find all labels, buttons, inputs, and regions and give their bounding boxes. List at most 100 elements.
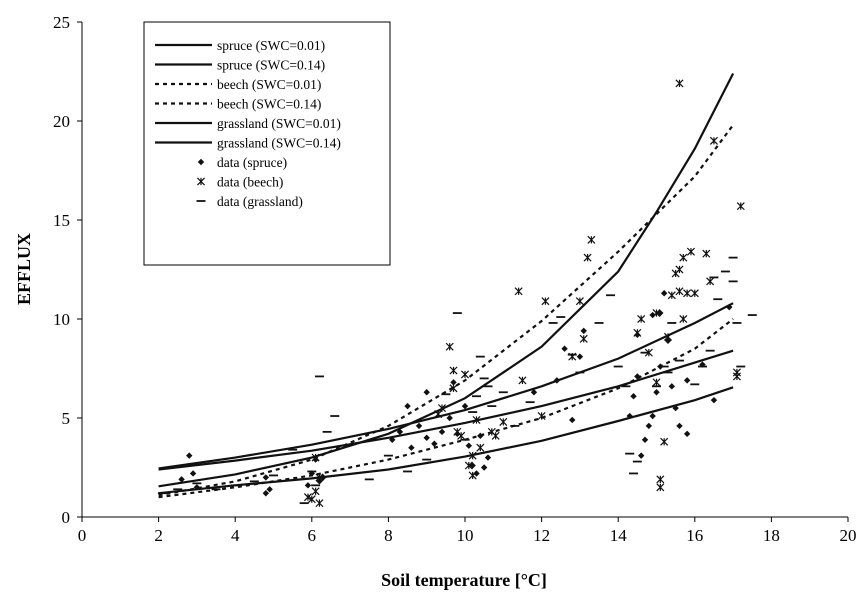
x-tick-label: 4: [231, 526, 240, 545]
x-tick-label: 16: [686, 526, 703, 545]
x-tick-label: 12: [533, 526, 550, 545]
data-point-spruce: [431, 440, 438, 447]
data-point-spruce: [480, 464, 488, 471]
data-point-spruce: [197, 158, 205, 166]
data-point-spruce: [396, 428, 404, 436]
axes: 0 2 4 6 8 10 12 14 16 18 20 0 5 10 15 20 25: [53, 13, 857, 545]
data-point-spruce: [262, 490, 270, 497]
data-point-beech: [675, 79, 684, 88]
y-axis-title: EFFLUX: [14, 233, 34, 305]
data-point-spruce: [438, 428, 446, 436]
data-point-spruce: [580, 327, 587, 335]
data-point-spruce: [676, 422, 683, 430]
model-line: [158, 124, 734, 497]
data-point-beech: [675, 287, 684, 296]
data-point-spruce: [408, 444, 415, 451]
data-point-spruce: [660, 290, 668, 297]
data-point-beech: [499, 417, 508, 426]
model-line: [158, 73, 735, 488]
data-point-spruce: [530, 389, 538, 396]
legend: spruce (SWC=0.01) spruce (SWC=0.14) beech …: [143, 21, 391, 266]
data-point-spruce: [461, 402, 469, 410]
data-point-beech: [637, 314, 646, 324]
data-point-spruce: [649, 412, 656, 420]
data-point-spruce: [404, 402, 411, 410]
data-point-beech: [652, 378, 661, 387]
data-point-beech: [679, 253, 688, 262]
data-point-spruce: [710, 396, 718, 404]
data-point-beech: [460, 370, 470, 379]
data-point-spruce: [415, 422, 423, 430]
data-point-spruce: [683, 430, 691, 438]
data-point-beech: [683, 289, 692, 298]
data-point-spruce: [484, 454, 492, 461]
data-point-spruce: [423, 434, 430, 441]
data-point-spruce: [634, 373, 641, 380]
data-point-beech: [709, 136, 718, 145]
plot-area: [157, 73, 757, 508]
data-point-spruce: [649, 311, 656, 319]
data-point-spruce: [266, 486, 273, 493]
model-line: [158, 302, 734, 470]
data-point-spruce: [389, 436, 396, 443]
data-point-spruce: [465, 442, 473, 449]
data-point-spruce: [178, 476, 185, 483]
y-tick-label: 20: [53, 112, 70, 131]
x-tick-label: 14: [610, 526, 628, 545]
data-point-beech: [652, 309, 661, 318]
y-tick-label: 10: [53, 310, 70, 329]
data-point-beech: [311, 487, 320, 496]
legend-label: data (beech): [217, 175, 283, 190]
data-point-beech: [472, 415, 481, 425]
legend-label: spruce (SWC=0.01): [217, 38, 325, 53]
data-point-spruce: [473, 470, 480, 477]
legend-label: data (spruce): [217, 155, 287, 170]
y-tick-label: 15: [53, 211, 70, 230]
data-point-beech: [514, 287, 523, 296]
data-point-spruce: [637, 452, 645, 459]
x-axis-title: Soil temperature [°C]: [381, 570, 547, 590]
x-tick-label: 2: [154, 526, 163, 545]
data-point-beech: [311, 453, 320, 462]
data-point-spruce: [626, 412, 633, 420]
data-point-spruce: [186, 452, 193, 459]
data-point-spruce: [304, 482, 312, 489]
data-point-beech: [583, 253, 592, 262]
x-tick-label: 6: [308, 526, 317, 545]
data-point-beech: [468, 471, 477, 480]
y-tick-label: 5: [62, 409, 71, 428]
data-point-spruce: [668, 383, 676, 390]
legend-label: beech (SWC=0.14): [217, 97, 321, 112]
data-point-beech: [736, 202, 745, 211]
data-point-beech: [518, 376, 527, 385]
data-point-beech: [537, 411, 546, 421]
data-point-beech: [307, 495, 316, 504]
data-point-beech: [541, 297, 550, 306]
data-point-spruce: [630, 393, 637, 400]
data-point-beech: [315, 473, 324, 482]
data-point-spruce: [726, 303, 733, 311]
data-point-beech: [437, 404, 447, 413]
data-point-beech: [702, 249, 711, 258]
model-line: [158, 349, 734, 471]
data-point-beech: [434, 410, 443, 419]
data-point-beech: [579, 334, 588, 343]
data-point-spruce: [553, 377, 561, 384]
data-point-beech: [667, 291, 676, 300]
data-point-beech: [464, 461, 473, 470]
data-point-beech: [449, 366, 458, 375]
data-point-spruce: [645, 422, 653, 430]
data-point-beech: [656, 483, 665, 492]
legend-label: grassland (SWC=0.01): [217, 116, 341, 131]
data-point-beech: [587, 235, 596, 244]
data-point-beech: [675, 265, 684, 274]
data-point-beech: [196, 177, 206, 186]
x-tick-label: 8: [384, 526, 393, 545]
legend-label: data (grassland): [217, 194, 303, 209]
data-point-beech: [445, 342, 454, 351]
data-point-spruce: [423, 389, 430, 396]
legend-label: grassland (SWC=0.14): [217, 136, 341, 151]
data-point-spruce: [641, 436, 649, 443]
data-point-spruce: [193, 484, 201, 491]
